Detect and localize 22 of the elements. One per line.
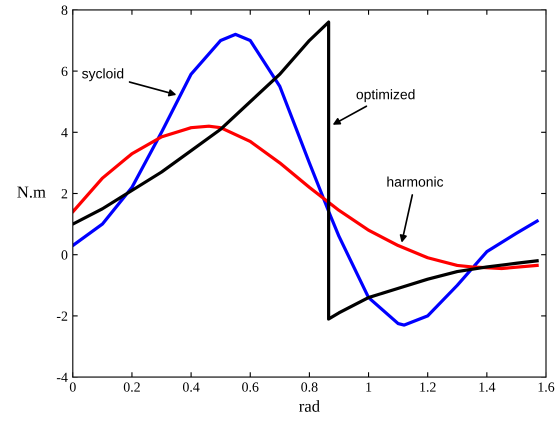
annotation: harmonic	[387, 176, 444, 187]
annotation: sycloid	[82, 68, 124, 82]
y-axis-title: N.m	[17, 186, 46, 198]
line-series	[72, 124, 539, 270]
x-tick-label: 0	[70, 382, 76, 392]
x-tick-label: 1.6	[538, 382, 554, 392]
x-axis-title: rad	[299, 400, 320, 412]
x-tick-label: 1.2	[420, 382, 436, 392]
annotation: optimized	[356, 89, 414, 102]
y-tick-label: 4	[61, 128, 68, 138]
y-tick-label: -4	[56, 372, 68, 382]
y-tick-label: 8	[62, 5, 68, 15]
x-tick-label: 1.4	[479, 382, 496, 392]
y-tick-label: -2	[56, 312, 68, 321]
x-tick-label: 0.6	[242, 382, 259, 392]
x-tick-label: 0.4	[182, 382, 200, 392]
x-tick-label: 0.8	[301, 382, 318, 392]
y-tick-label: 2	[62, 189, 68, 198]
y-tick-label: 6	[62, 66, 68, 76]
x-tick-label: 1	[366, 382, 372, 392]
x-tick-label: 0.2	[124, 382, 140, 392]
y-tick-label: 0	[62, 250, 68, 260]
